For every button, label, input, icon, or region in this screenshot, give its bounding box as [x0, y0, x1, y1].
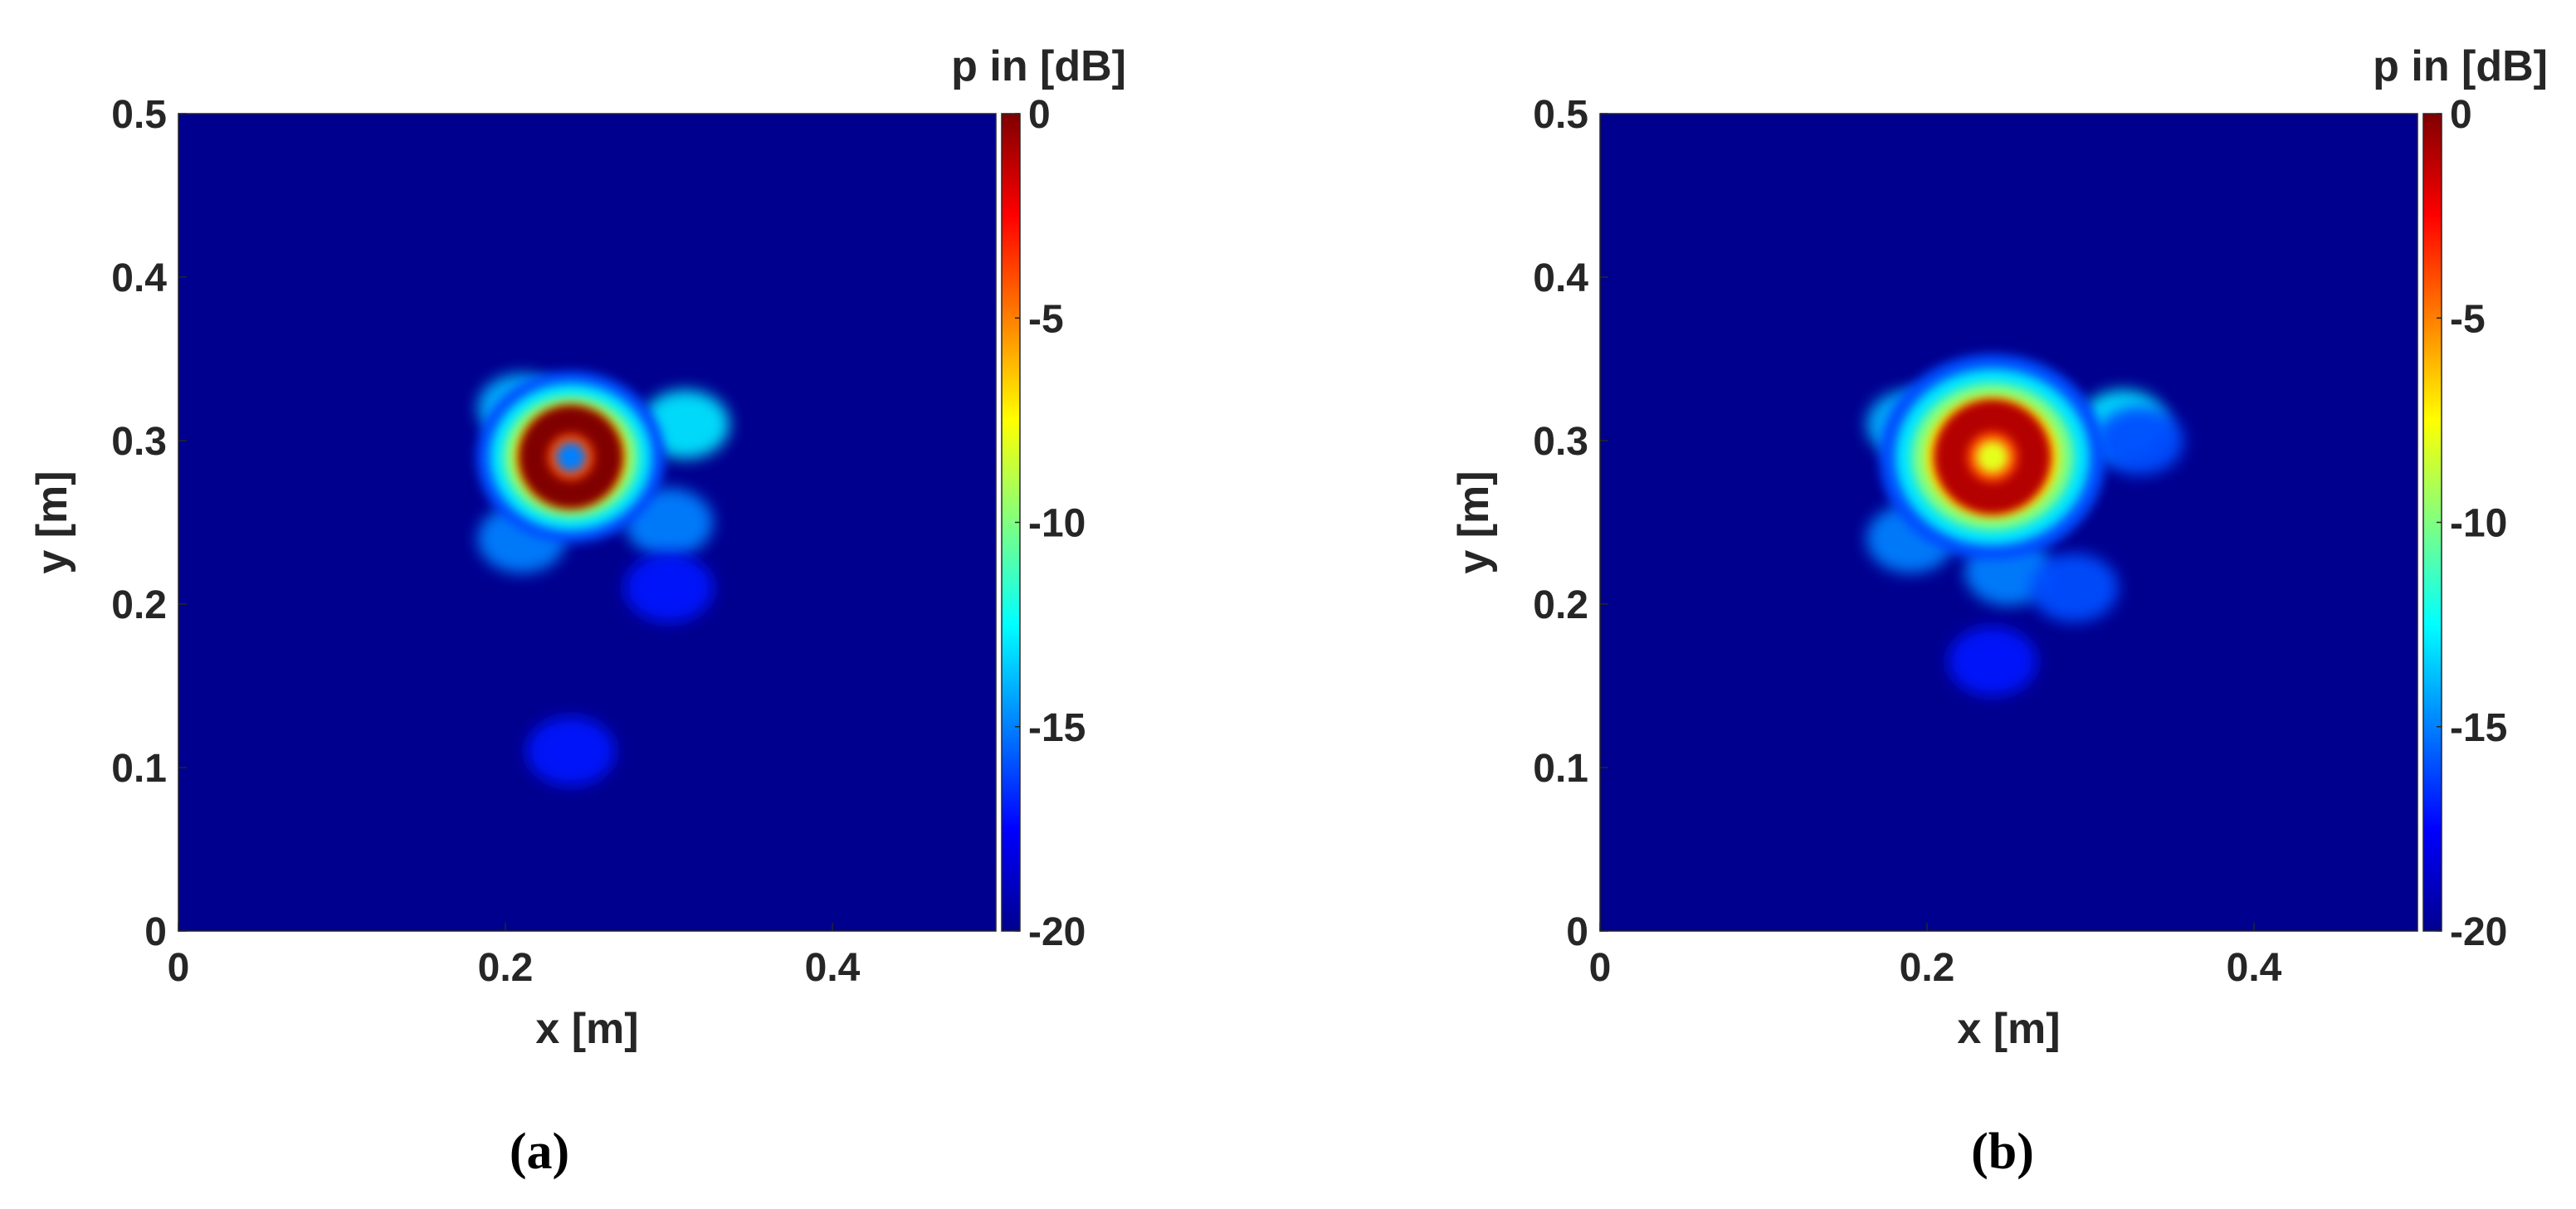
y-tick-label: 0.4: [111, 256, 167, 300]
x-axis-label: x [m]: [535, 1005, 638, 1053]
hotspot-center: [1976, 441, 2009, 474]
axes-box: [1599, 113, 2418, 932]
y-tick-label: 0.1: [111, 747, 167, 791]
colorbar-tick-label: 0: [2450, 93, 2472, 137]
x-tick-label: 0: [1589, 946, 1612, 990]
y-tick-label: 0.3: [1533, 420, 1588, 464]
x-tick-label: 0: [168, 946, 190, 990]
x-tick-label: 0.2: [1900, 946, 1955, 990]
x-tick-label: 0.2: [478, 946, 534, 990]
colorbar-tick-label: -10: [1028, 502, 1086, 546]
colorbar-tick-label: 0: [1028, 93, 1051, 137]
panel-label: (a): [510, 1124, 569, 1180]
colorbar-tick-label: -10: [2450, 502, 2507, 546]
colorbar-tick-label: -20: [1028, 910, 1086, 954]
heatmap-panel-a: 0 0.2 0.4 0 0.1 0.2 0.3 0.4 0.5 x [m] y [m] -20 -15 -…: [28, 42, 1126, 1180]
panel-label: (b): [1971, 1124, 2034, 1180]
y-tick-label: 0.2: [111, 583, 167, 627]
field-feature-2: [2095, 406, 2184, 475]
hotspot-peak-ring: [1934, 399, 2051, 515]
colorbar-tick-label: -5: [1028, 297, 1064, 341]
y-tick-label: 0: [144, 910, 167, 954]
y-tick-label: 0.5: [111, 93, 167, 137]
y-axis-label: y [m]: [28, 470, 76, 573]
y-tick-label: 0.2: [1533, 583, 1588, 627]
y-tick-label: 0.5: [1533, 93, 1588, 137]
y-tick-label: 0.1: [1533, 747, 1588, 791]
heatmap-field: [476, 371, 729, 786]
colorbar-tick-label: -20: [2450, 910, 2507, 954]
y-tick-label: 0.4: [1533, 256, 1588, 300]
field-feature-6: [1948, 626, 2037, 696]
colorbar-tick-label: -15: [1028, 706, 1086, 750]
colorbar-tick-label: -5: [2450, 297, 2486, 341]
x-axis-label: x [m]: [1957, 1005, 2060, 1053]
y-axis-label: y [m]: [1450, 470, 1498, 573]
y-tick-label: 0: [1566, 910, 1588, 954]
hotspot-peak-ring: [518, 404, 623, 509]
field-feature-4: [624, 553, 714, 622]
axes-box: [178, 113, 997, 932]
heatmap-field: [1866, 353, 2184, 696]
x-tick-label: 0.4: [805, 946, 861, 990]
colorbar-tick-label: -15: [2450, 706, 2507, 750]
colorbar-label: p in [dB]: [2373, 42, 2548, 90]
y-tick-label: 0.3: [111, 420, 167, 464]
field-feature-5: [2030, 553, 2119, 622]
x-tick-label: 0.4: [2227, 946, 2282, 990]
hotspot-center: [556, 441, 586, 472]
colorbar-label: p in [dB]: [951, 42, 1126, 90]
field-feature-5: [526, 716, 615, 786]
heatmap-panel-b: 0 0.2 0.4 0 0.1 0.2 0.3 0.4 0.5 x [m] y [m] -20 -15 -…: [1450, 42, 2548, 1180]
